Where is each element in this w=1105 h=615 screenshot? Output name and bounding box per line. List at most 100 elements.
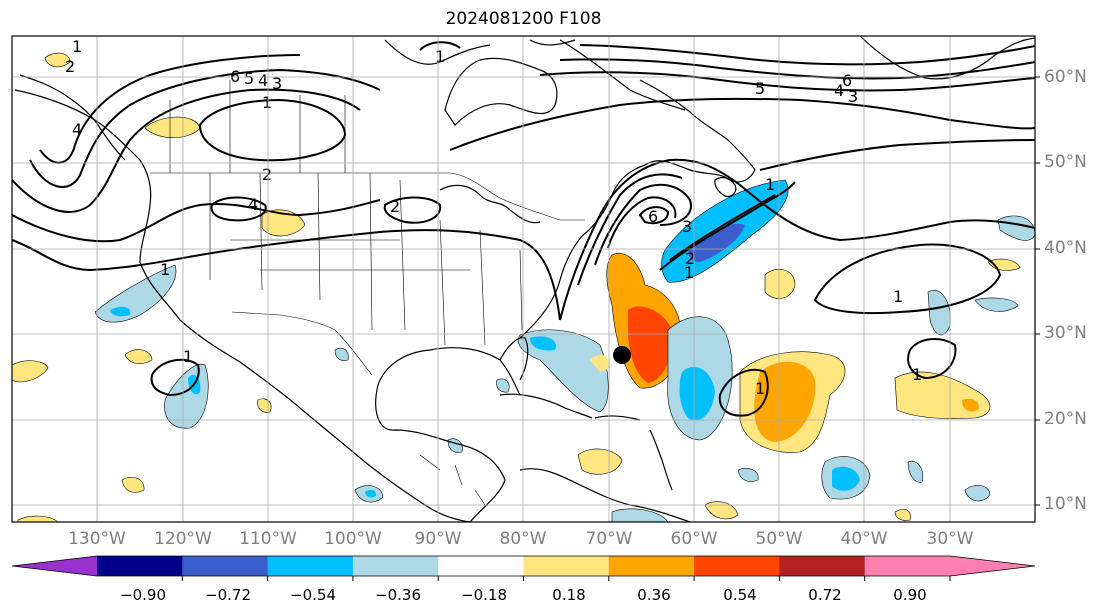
canada-maritime-outline bbox=[639, 79, 756, 183]
negative-anomaly-region bbox=[997, 215, 1035, 241]
map-title: 2024081200 F108 bbox=[445, 9, 602, 29]
colorbar-tick-label: 0.18 bbox=[552, 586, 586, 604]
contour-label: 6 bbox=[842, 71, 852, 90]
colorbar-tick-label: −0.36 bbox=[375, 586, 421, 604]
contour-label: 5 bbox=[244, 69, 254, 88]
colorbar-cell bbox=[97, 556, 183, 576]
colorbar-cell bbox=[779, 556, 866, 576]
contour-label: 1 bbox=[755, 379, 765, 398]
contour-label: 3 bbox=[848, 87, 858, 106]
geopotential-contours bbox=[12, 41, 1035, 417]
florida-outline bbox=[499, 337, 529, 381]
contour-line bbox=[39, 54, 301, 164]
colorbar-tick-label: 0.36 bbox=[637, 586, 671, 604]
contour-label: 4 bbox=[248, 195, 258, 214]
negative-anomaly-region bbox=[737, 468, 759, 482]
coastlines bbox=[14, 36, 1035, 522]
cuba-outline bbox=[499, 393, 593, 419]
colorbar-tick-label: −0.72 bbox=[205, 586, 251, 604]
positive-anomaly-region bbox=[962, 398, 979, 412]
negative-anomaly-region bbox=[447, 438, 463, 453]
contour-line bbox=[419, 41, 461, 51]
contour-label: 1 bbox=[765, 175, 775, 194]
colorbar-tick-label: 0.72 bbox=[808, 586, 842, 604]
storm-center-marker bbox=[613, 346, 631, 364]
alaska-coastline bbox=[19, 74, 126, 161]
contour-label: 1 bbox=[160, 260, 170, 279]
colorbar-extend-max bbox=[950, 556, 1035, 576]
negative-anomaly-region bbox=[907, 460, 923, 483]
contour-label: 2 bbox=[262, 165, 272, 184]
colorbar-cell bbox=[182, 556, 269, 576]
strong-negative-anomaly-region bbox=[688, 223, 745, 262]
negative-anomaly-region bbox=[611, 508, 669, 522]
contour-line bbox=[12, 229, 561, 321]
us-mexico-border bbox=[231, 311, 373, 376]
lat-label: 10°N bbox=[1044, 494, 1087, 514]
lon-label: 30°W bbox=[926, 529, 974, 549]
contour-line bbox=[638, 206, 670, 225]
greenland-outline bbox=[859, 36, 1035, 80]
colorbar-tick-label: −0.90 bbox=[120, 586, 166, 604]
negative-anomaly-region bbox=[110, 306, 131, 317]
lon-label: 60°W bbox=[670, 529, 718, 549]
north-america-coastline bbox=[14, 89, 471, 522]
lat-label: 30°N bbox=[1044, 323, 1087, 343]
negative-anomaly-region bbox=[927, 290, 951, 336]
contour-label: 2 bbox=[685, 249, 695, 268]
negative-anomaly-region bbox=[679, 366, 715, 421]
contour-line bbox=[539, 71, 1035, 92]
contour-label: 3 bbox=[682, 217, 692, 236]
colorbar bbox=[11, 555, 1036, 581]
arctic-islands-outline bbox=[384, 39, 576, 65]
contour-label: 4 bbox=[258, 71, 268, 90]
contour-line bbox=[198, 98, 347, 162]
negative-anomaly-region bbox=[832, 466, 860, 491]
contour-label: 1 bbox=[912, 365, 922, 384]
lon-label: 130°W bbox=[68, 529, 126, 549]
negative-anomaly-region bbox=[94, 264, 177, 323]
negative-anomaly-region bbox=[974, 297, 1019, 312]
contour-label: 3 bbox=[272, 74, 282, 93]
political-borders bbox=[150, 80, 585, 506]
contour-line bbox=[659, 181, 796, 271]
colorbar-cell bbox=[608, 556, 695, 576]
gulf-coast-outline bbox=[375, 347, 521, 522]
contour-label: 1 bbox=[72, 37, 82, 56]
contour-line bbox=[577, 173, 683, 286]
positive-anomaly-region bbox=[764, 268, 796, 299]
anomaly-shading bbox=[12, 52, 1035, 522]
colorbar-extend-min bbox=[12, 556, 97, 576]
lon-label: 50°W bbox=[755, 529, 803, 549]
contour-label: 1 bbox=[183, 347, 193, 366]
lon-label: 90°W bbox=[414, 529, 462, 549]
colorbar-cell bbox=[267, 556, 354, 576]
map-frame bbox=[11, 35, 1036, 523]
contour-line bbox=[594, 183, 692, 266]
contour-label: 5 bbox=[755, 79, 765, 98]
province-lines bbox=[169, 80, 346, 173]
us-canada-border bbox=[150, 172, 585, 221]
positive-anomaly-region bbox=[590, 354, 610, 372]
negative-anomaly-region bbox=[164, 363, 209, 429]
newfoundland-outline bbox=[714, 176, 737, 197]
negative-anomaly-region bbox=[365, 489, 377, 498]
lon-label: 40°W bbox=[840, 529, 888, 549]
lat-label: 60°N bbox=[1044, 67, 1087, 87]
colorbar-cell bbox=[352, 556, 439, 576]
strong-positive-anomaly-region bbox=[628, 306, 673, 383]
lon-label: 70°W bbox=[585, 529, 633, 549]
contour-line bbox=[718, 368, 769, 417]
negative-anomaly-region bbox=[517, 329, 609, 413]
positive-anomaly-region bbox=[894, 371, 991, 420]
contour-line bbox=[150, 358, 200, 397]
contour-label: 1 bbox=[262, 93, 272, 112]
lon-label: 110°W bbox=[239, 529, 297, 549]
great-lakes-outline bbox=[439, 184, 541, 224]
contour-line bbox=[383, 196, 442, 224]
positive-anomaly-region bbox=[704, 501, 739, 520]
colorbar-cell bbox=[864, 556, 951, 576]
positive-anomaly-region bbox=[257, 398, 272, 413]
contour-label: 1 bbox=[684, 263, 694, 282]
positive-anomaly-region bbox=[124, 349, 153, 364]
